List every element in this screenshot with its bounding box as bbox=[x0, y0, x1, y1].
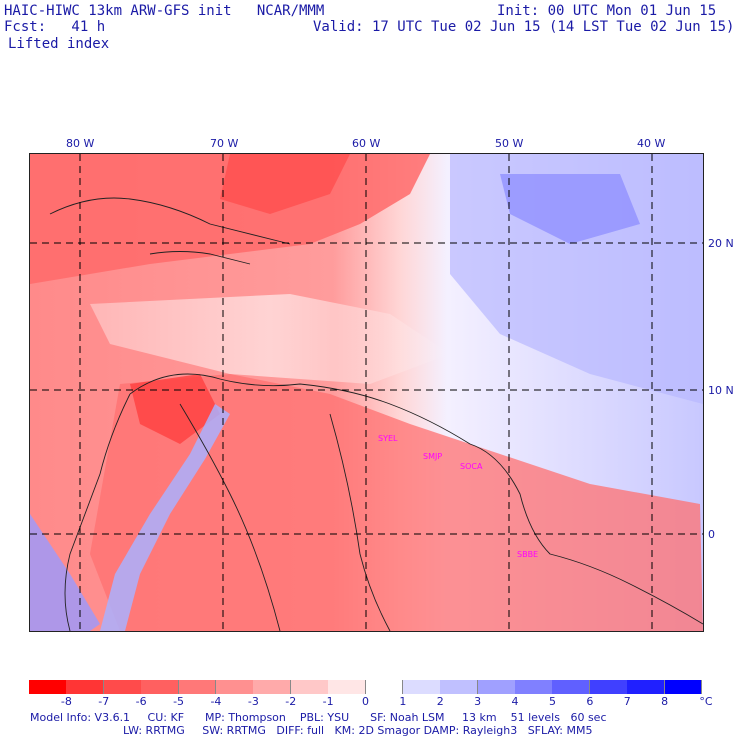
colorbar-tick-label: 8 bbox=[661, 695, 669, 708]
unstable-core-north bbox=[220, 154, 350, 214]
colorbar-tick-label: 1 bbox=[399, 695, 407, 708]
colorbar-swatch bbox=[253, 680, 292, 694]
lat-label-10n: 10 N bbox=[708, 384, 734, 397]
colorbar-swatch bbox=[215, 680, 254, 694]
forecast-hour: Fcst: 41 h bbox=[4, 19, 106, 35]
colorbar-swatch bbox=[29, 680, 67, 694]
init-time: Init: 00 UTC Mon 01 Jun 15 bbox=[497, 3, 717, 19]
colorbar-tick-label: -6 bbox=[135, 695, 147, 708]
colorbar-tick-label: -3 bbox=[247, 695, 259, 708]
coastlines bbox=[49, 197, 703, 631]
colorbar-tick-label: -2 bbox=[285, 695, 297, 708]
colorbar-swatch bbox=[627, 680, 666, 694]
colorbar-tick-label: 6 bbox=[586, 695, 594, 708]
lon-label-50w: 50 W bbox=[495, 137, 524, 150]
colorbar-swatch bbox=[402, 680, 441, 694]
unstable-region-south bbox=[90, 374, 703, 631]
station-label-syel: SYEL bbox=[378, 434, 398, 443]
colorbar-swatch bbox=[365, 680, 404, 694]
colorbar-swatch bbox=[328, 680, 366, 694]
model-info-line-1: Model Info: V3.6.1 CU: KF MP: Thompson P… bbox=[30, 711, 607, 724]
colorbar-swatch bbox=[515, 680, 553, 694]
colorbar-tick-label: 5 bbox=[548, 695, 556, 708]
unstable-core-venezuela bbox=[130, 374, 220, 444]
stable-core-atlantic bbox=[500, 174, 640, 244]
stable-region-pacific bbox=[30, 514, 100, 631]
station-label-sbbe: SBBE bbox=[517, 550, 539, 559]
stable-region-atlantic bbox=[450, 154, 703, 404]
lon-label-60w: 60 W bbox=[352, 137, 381, 150]
colorbar-tick-label: -1 bbox=[322, 695, 334, 708]
colorbar-swatch bbox=[290, 680, 329, 694]
station-label-smjp: SMJP bbox=[423, 452, 443, 461]
andes-stable-strip bbox=[100, 404, 230, 631]
lon-label-80w: 80 W bbox=[66, 137, 95, 150]
field-name: Lifted index bbox=[8, 36, 110, 52]
colorbar-swatch bbox=[664, 680, 703, 694]
stable-band bbox=[90, 294, 450, 384]
colorbar-swatch bbox=[477, 680, 516, 694]
map-canvas bbox=[30, 154, 703, 631]
colorbar-tick-label: 3 bbox=[474, 695, 482, 708]
colorbar-tick-label: -5 bbox=[173, 695, 185, 708]
colorbar-swatch bbox=[66, 680, 105, 694]
colorbar-tick-label: -4 bbox=[210, 695, 222, 708]
colorbar-swatch bbox=[552, 680, 591, 694]
colorbar-swatch bbox=[141, 680, 180, 694]
colorbar-swatch bbox=[103, 680, 142, 694]
lon-label-70w: 70 W bbox=[210, 137, 239, 150]
colorbar-tick-label: 2 bbox=[436, 695, 444, 708]
colorbar-swatch bbox=[589, 680, 628, 694]
lon-label-40w: 40 W bbox=[637, 137, 666, 150]
colorbar-unit: °C bbox=[699, 695, 713, 708]
colorbar-tick-label: 0 bbox=[362, 695, 369, 708]
model-info-line-2: LW: RRTMG SW: RRTMG DIFF: full KM: 2D Sm… bbox=[123, 724, 593, 737]
station-label-soca: SOCA bbox=[460, 462, 483, 471]
model-title: HAIC-HIWC 13km ARW-GFS init NCAR/MMM bbox=[4, 3, 325, 19]
lifted-index-map: SYEL SMJP SOCA SBBE bbox=[29, 153, 704, 632]
colorbar-swatch bbox=[440, 680, 479, 694]
colorbar bbox=[29, 680, 703, 694]
colorbar-swatch bbox=[178, 680, 217, 694]
lat-lon-grid bbox=[30, 154, 703, 631]
valid-time: Valid: 17 UTC Tue 02 Jun 15 (14 LST Tue … bbox=[313, 19, 735, 35]
colorbar-tick-label: 4 bbox=[511, 695, 519, 708]
lat-label-20n: 20 N bbox=[708, 237, 734, 250]
colorbar-tick-label: -8 bbox=[60, 695, 72, 708]
lat-label-0: 0 bbox=[708, 528, 715, 541]
colorbar-tick-label: -7 bbox=[98, 695, 110, 708]
colorbar-tick-label: 7 bbox=[623, 695, 631, 708]
